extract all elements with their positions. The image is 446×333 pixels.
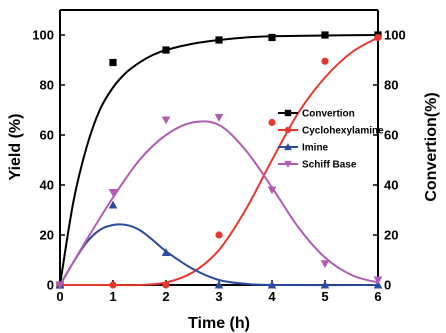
imine-point xyxy=(373,280,383,289)
cyclohexylamine-point xyxy=(374,33,382,42)
y2-tick-label: 100 xyxy=(384,28,406,43)
schiff-base-point xyxy=(214,114,224,122)
x-tick-label: 3 xyxy=(215,289,222,304)
y2-tick-label: 60 xyxy=(384,128,398,143)
y-tick-label: 0 xyxy=(47,278,54,293)
x-tick-label: 1 xyxy=(109,289,116,304)
schiff-base-fit-line xyxy=(59,120,379,286)
cyclohexylamine-point xyxy=(162,281,170,289)
cyclohexylamine-point xyxy=(321,57,329,65)
convertion-point xyxy=(268,33,276,42)
x-tick-label: 0 xyxy=(56,289,63,304)
x-tick-label: 6 xyxy=(374,289,381,304)
imine-point xyxy=(161,248,171,256)
y-tick-label: 80 xyxy=(40,78,54,93)
cyclohexylamine-point xyxy=(268,118,276,127)
imine-point xyxy=(214,280,224,289)
convertion-point xyxy=(321,31,329,39)
schiff-base-point xyxy=(161,116,171,125)
legend-marker-cyclohexylamine xyxy=(284,126,292,134)
fit-curves xyxy=(59,34,379,287)
legend-marker-imine xyxy=(284,143,292,151)
imine-point xyxy=(320,280,330,289)
y-tick-label: 100 xyxy=(32,28,54,43)
legend-label-convertion: Convertion xyxy=(302,109,355,120)
y2-tick-label: 0 xyxy=(384,278,391,293)
y-tick-label: 40 xyxy=(40,178,54,193)
schiff-base-point xyxy=(320,260,330,269)
schiff-base-point xyxy=(108,189,118,197)
y2-tick-label: 40 xyxy=(384,178,398,193)
y-axis-title: Yield (%) xyxy=(7,114,24,181)
schiff-base-point xyxy=(267,186,277,195)
imine-point xyxy=(108,200,118,209)
imine-point xyxy=(267,280,277,289)
imine-fit-line xyxy=(59,223,379,287)
convertion-point xyxy=(215,36,223,44)
cyclohexylamine-fit-line xyxy=(60,36,379,287)
legend-label-schiff-base: Schiff Base xyxy=(302,160,357,171)
legend-label-cyclohexylamine: Cyclohexylamine xyxy=(302,126,384,137)
y2-axis-title: Convertion(%) xyxy=(423,92,440,201)
plot-area xyxy=(59,9,379,286)
data-points xyxy=(55,31,383,290)
cyclohexylamine-point xyxy=(109,281,117,289)
legend-marker-convertion xyxy=(284,109,292,117)
x-tick-label: 4 xyxy=(268,289,276,304)
cyclohexylamine-point xyxy=(215,231,223,239)
y2-tick-label: 20 xyxy=(384,228,398,243)
legend: Convertion Cyclohexylamine Imine Schiff Bas… xyxy=(278,109,384,171)
legend-marker-schiff-base xyxy=(284,160,292,168)
convertion-point xyxy=(162,46,170,54)
y-tick-label: 20 xyxy=(40,228,54,243)
x-axis-title: Time (h) xyxy=(188,315,250,332)
x-tick-label: 2 xyxy=(162,289,169,304)
y2-ticks: 0 20 40 60 80 100 xyxy=(373,28,406,293)
convertion-point xyxy=(109,58,117,67)
schiff-base-point xyxy=(55,281,65,290)
convertion-fit-line xyxy=(59,34,379,286)
y2-tick-label: 80 xyxy=(384,78,398,93)
schiff-base-point xyxy=(373,276,383,285)
y-tick-label: 60 xyxy=(40,128,54,143)
legend-label-imine: Imine xyxy=(302,143,329,154)
x-tick-label: 5 xyxy=(321,289,328,304)
